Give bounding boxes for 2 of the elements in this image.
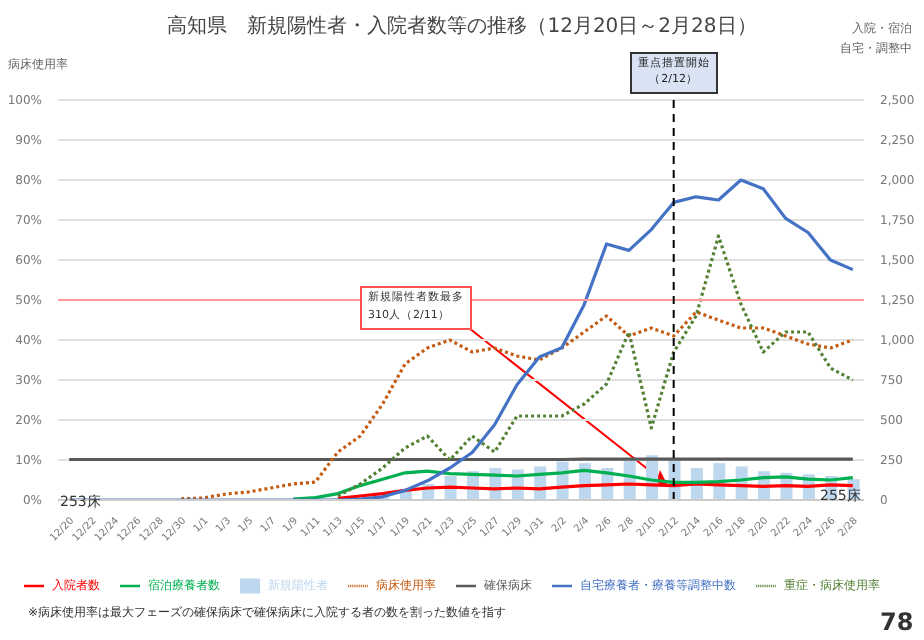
chart-title: 高知県 新規陽性者・入院者数等の推移（12月20日～2月28日） [167,16,757,38]
text: 78 [880,608,914,636]
